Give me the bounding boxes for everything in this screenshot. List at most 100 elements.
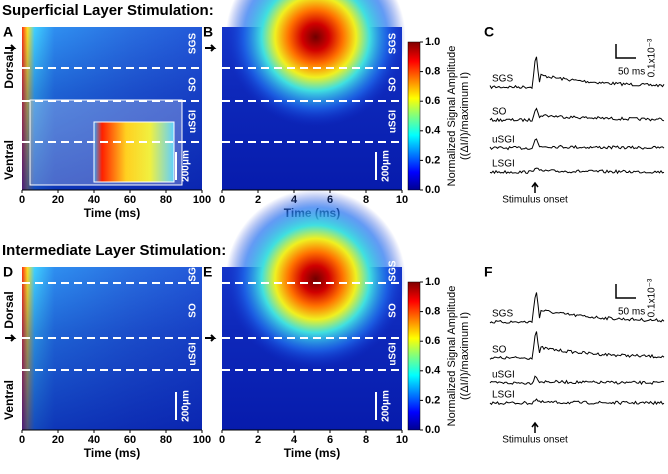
colorbar	[407, 41, 421, 191]
time-scale: 50 ms	[618, 67, 645, 78]
stim-arrow	[205, 44, 217, 52]
layer-label: SGS	[388, 33, 399, 54]
x-tick-label: 2	[255, 194, 261, 206]
heatmap-blob	[225, 0, 406, 127]
layer-label: uSGI	[388, 110, 399, 134]
trace	[489, 398, 665, 406]
trace-label: uSGI	[492, 135, 515, 146]
stimulus-label: Stimulus onset	[502, 195, 568, 206]
panel-letter: B	[203, 24, 213, 40]
x-tick-label: 60	[124, 434, 136, 446]
region-label: Dorsal	[2, 51, 16, 88]
x-tick-label: 8	[363, 434, 369, 446]
trace-label: SGS	[492, 74, 513, 85]
layer-label: SO	[388, 303, 399, 318]
trace	[489, 167, 665, 175]
colorbar-label: Normalized Signal Amplitude	[446, 286, 458, 427]
x-tick-label: 100	[193, 434, 211, 446]
x-tick-label: 4	[291, 434, 298, 446]
x-tick-label: 0	[219, 194, 225, 206]
colorbar-tick-label: 0.2	[425, 394, 440, 406]
x-tick-label: 0	[19, 194, 25, 206]
heatmap-blob	[225, 189, 406, 369]
colorbar-label: Normalized Signal Amplitude	[446, 46, 458, 187]
colorbar-tick-label: 0.6	[425, 335, 440, 347]
time-scale: 50 ms	[618, 307, 645, 318]
scale-label: 200μm	[181, 390, 192, 422]
stim-arrow	[205, 334, 217, 342]
scale-label: 200μm	[381, 390, 392, 422]
heatmap-shade	[22, 267, 202, 430]
x-tick-label: 10	[396, 194, 408, 206]
x-tick-label: 40	[88, 434, 100, 446]
region-label: Ventral	[2, 140, 16, 180]
colorbar-tick-label: 0.0	[425, 184, 440, 196]
trace	[489, 138, 665, 151]
scale-bar	[615, 44, 636, 59]
trace-label: LSGI	[492, 390, 515, 401]
colorbar-tick-label: 1.0	[425, 276, 440, 288]
x-axis-label: Time (ms)	[84, 446, 140, 460]
x-tick-label: 80	[160, 434, 172, 446]
trace	[489, 56, 665, 90]
x-tick-label: 60	[124, 194, 136, 206]
panel-letter: F	[484, 264, 493, 280]
trace	[489, 331, 665, 360]
layer-label: SO	[188, 77, 199, 92]
trace	[489, 292, 665, 324]
x-tick-label: 80	[160, 194, 172, 206]
panel-letter: A	[3, 24, 13, 40]
stimulus-label: Stimulus onset	[502, 435, 568, 446]
x-tick-label: 6	[327, 434, 333, 446]
x-tick-label: 8	[363, 194, 369, 206]
region-label: Ventral	[2, 380, 16, 420]
colorbar-tick-label: 0.8	[425, 306, 440, 318]
section-title: Superficial Layer Stimulation:	[2, 2, 214, 19]
layer-label: SO	[188, 303, 199, 318]
trace	[489, 375, 665, 386]
layer-label: uSGI	[188, 110, 199, 134]
layer-label: SO	[388, 77, 399, 92]
stim-arrow	[5, 44, 17, 52]
layer-label: SGS	[188, 260, 199, 281]
x-tick-label: 2	[255, 434, 261, 446]
colorbar-tick-label: 0.4	[425, 365, 441, 377]
trace	[489, 107, 665, 123]
amp-scale: 0.1x10⁻³	[647, 38, 658, 77]
colorbar-label: ((ΔI/I)/maximum I)	[459, 312, 471, 400]
inset-heatmap	[93, 121, 175, 183]
scale-label: 200μm	[181, 150, 192, 182]
stim-arrow	[5, 334, 17, 342]
x-tick-label: 40	[88, 194, 100, 206]
layer-label: SGS	[388, 260, 399, 281]
trace-label: SO	[492, 345, 507, 356]
colorbar-tick-label: 0.4	[425, 125, 441, 137]
layer-label: SGS	[188, 33, 199, 54]
trace-label: LSGI	[492, 159, 515, 170]
scale-bar	[615, 284, 636, 299]
colorbar	[407, 281, 421, 431]
colorbar-tick-label: 0.0	[425, 424, 440, 436]
x-tick-label: 0	[219, 434, 225, 446]
colorbar-tick-label: 0.6	[425, 95, 440, 107]
x-tick-label: 100	[193, 194, 211, 206]
trace-label: SO	[492, 107, 507, 118]
stim-arrow	[531, 421, 539, 433]
x-tick-label: 10	[396, 434, 408, 446]
x-tick-label: 20	[52, 194, 64, 206]
trace-label: uSGI	[492, 370, 515, 381]
layer-label: uSGI	[388, 342, 399, 366]
section-title: Intermediate Layer Stimulation:	[2, 242, 226, 259]
trace-label: SGS	[492, 309, 513, 320]
scale-label: 200μm	[381, 150, 392, 182]
amp-scale: 0.1x10⁻³	[647, 278, 658, 317]
region-label: Dorsal	[2, 291, 16, 328]
x-tick-label: 0	[19, 434, 25, 446]
panel-letter: D	[3, 264, 13, 280]
panel-letter: C	[484, 24, 494, 40]
x-axis-label: Time (ms)	[284, 446, 340, 460]
colorbar-tick-label: 0.8	[425, 66, 440, 78]
panel-letter: E	[203, 264, 212, 280]
colorbar-tick-label: 1.0	[425, 36, 440, 48]
